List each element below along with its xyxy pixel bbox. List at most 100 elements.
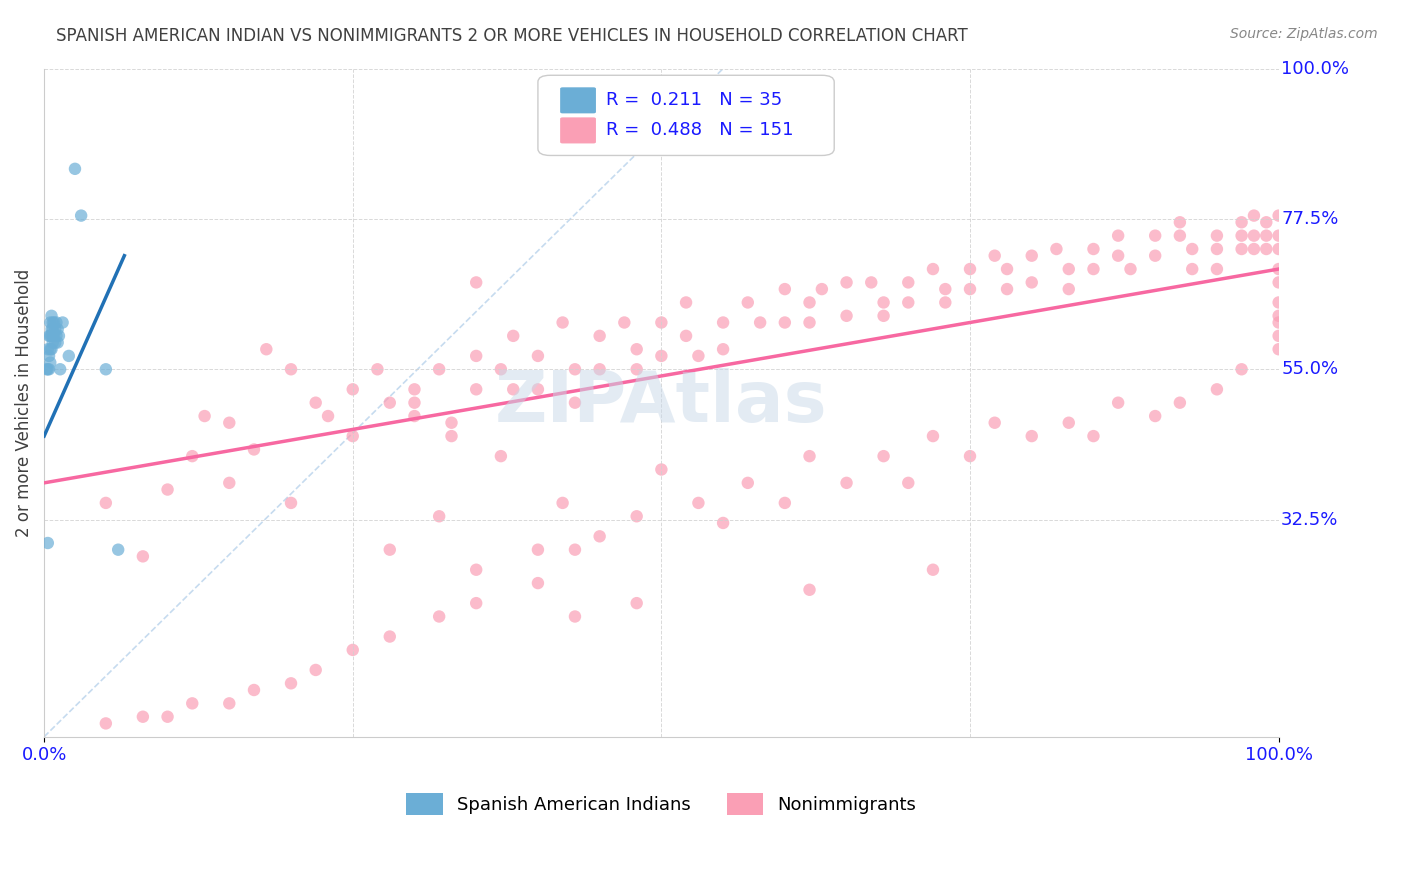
Point (440, 416, 463, 430)
Point (342, 643, 364, 657)
Point (94, 496, 117, 510)
Point (37, 536, 59, 550)
Point (959, 449, 981, 463)
Point (737, 295, 759, 310)
Point (35, 362, 58, 376)
Point (1168, 228, 1191, 243)
Point (564, 395, 586, 409)
Point (860, 276, 883, 290)
Point (922, 429, 945, 443)
Point (39, 343, 62, 357)
Point (551, 496, 574, 510)
Point (42, 329, 65, 343)
Point (45, 316, 67, 330)
Point (1267, 316, 1289, 330)
Point (588, 329, 610, 343)
Point (897, 276, 920, 290)
Point (959, 282, 981, 296)
Point (959, 262, 981, 277)
Point (527, 542, 550, 557)
Point (564, 542, 586, 557)
Point (181, 697, 204, 711)
Point (872, 449, 894, 463)
Point (995, 262, 1018, 277)
Point (132, 549, 155, 564)
Point (94, 716, 117, 731)
Point (502, 382, 524, 396)
Point (1256, 228, 1278, 243)
Point (1057, 262, 1080, 277)
Point (58, 349, 80, 363)
Text: SPANISH AMERICAN INDIAN VS NONIMMIGRANTS 2 OR MORE VEHICLES IN HOUSEHOLD CORRELA: SPANISH AMERICAN INDIAN VS NONIMMIGRANTS… (56, 27, 967, 45)
Point (280, 362, 302, 376)
Point (243, 683, 266, 698)
Point (1168, 395, 1191, 409)
Text: 32.5%: 32.5% (1281, 510, 1339, 529)
Point (835, 276, 858, 290)
Point (465, 349, 488, 363)
Point (305, 395, 328, 409)
Point (995, 282, 1018, 296)
Point (551, 316, 574, 330)
Point (254, 343, 277, 357)
Point (39, 329, 62, 343)
Point (527, 349, 550, 363)
Point (613, 316, 636, 330)
Point (1083, 429, 1105, 443)
Point (711, 343, 734, 357)
Point (1206, 382, 1229, 396)
Point (46, 322, 69, 336)
Point (45, 329, 67, 343)
Point (1230, 215, 1253, 229)
Point (1083, 242, 1105, 256)
Point (378, 542, 401, 557)
Point (1267, 309, 1289, 323)
Point (39, 316, 62, 330)
Point (342, 382, 364, 396)
Point (44, 335, 66, 350)
Point (41, 309, 63, 323)
Point (48, 329, 70, 343)
Text: R =  0.211   N = 35: R = 0.211 N = 35 (606, 91, 782, 109)
Point (1119, 262, 1142, 277)
Point (1021, 276, 1043, 290)
Point (983, 249, 1005, 263)
Point (42, 316, 65, 330)
Point (218, 475, 240, 490)
Point (626, 596, 648, 610)
Point (799, 582, 821, 597)
Point (1206, 262, 1229, 277)
Point (1267, 329, 1289, 343)
Point (1144, 249, 1167, 263)
Point (378, 630, 401, 644)
Legend: Spanish American Indians, Nonimmigrants: Spanish American Indians, Nonimmigrants (399, 786, 924, 822)
Point (42, 316, 65, 330)
Point (626, 362, 648, 376)
Point (1206, 228, 1229, 243)
FancyBboxPatch shape (560, 87, 596, 113)
Point (922, 262, 945, 277)
Point (39, 355, 62, 369)
Point (934, 295, 956, 310)
Point (564, 362, 586, 376)
Point (1267, 295, 1289, 310)
Point (342, 429, 364, 443)
Point (465, 382, 488, 396)
Point (49, 362, 72, 376)
Point (465, 596, 488, 610)
Text: ZIPAtlas: ZIPAtlas (495, 368, 828, 437)
Point (404, 382, 426, 396)
Point (688, 349, 710, 363)
Point (427, 509, 450, 524)
Point (1021, 249, 1043, 263)
Point (181, 449, 204, 463)
Point (404, 409, 426, 423)
Text: 55.0%: 55.0% (1281, 360, 1339, 378)
Point (502, 329, 524, 343)
Text: 77.5%: 77.5% (1281, 210, 1339, 228)
Point (1243, 209, 1265, 223)
Point (811, 282, 834, 296)
Point (427, 362, 450, 376)
Point (1267, 276, 1289, 290)
Point (42, 335, 65, 350)
